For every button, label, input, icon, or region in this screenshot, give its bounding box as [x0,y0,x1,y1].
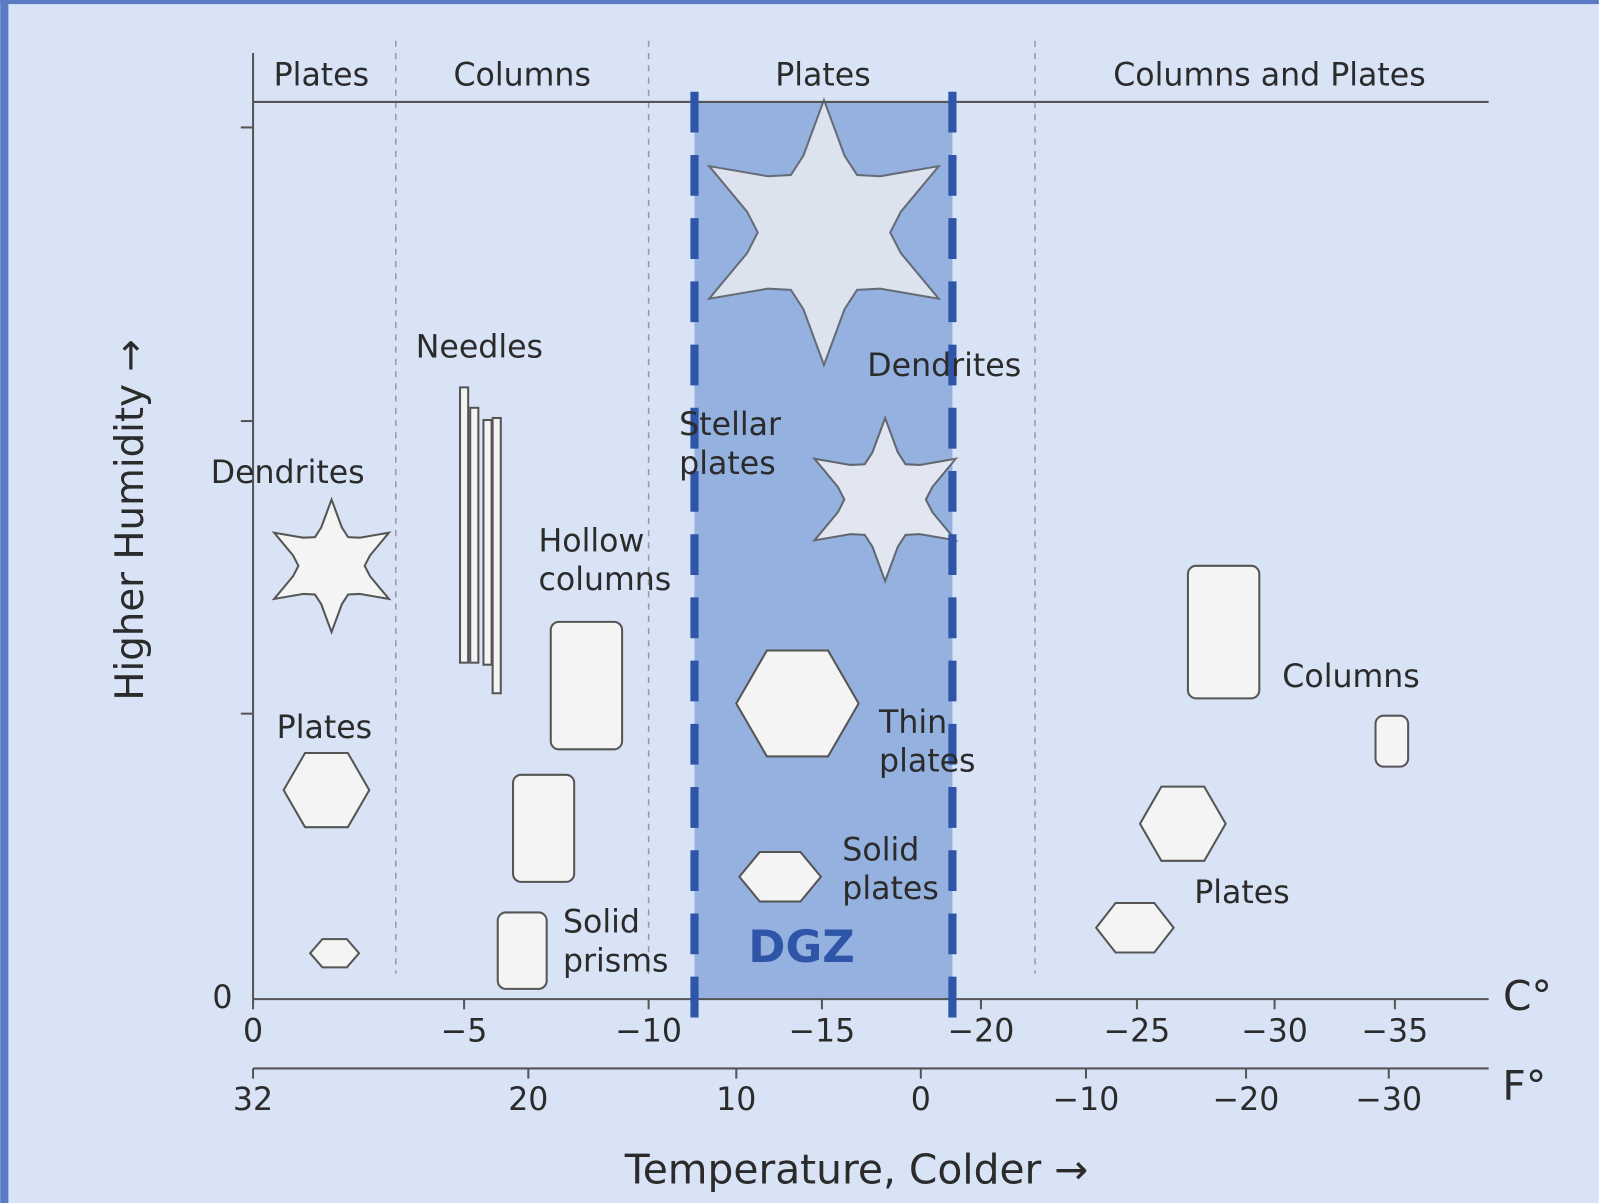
crystal-label: plates [679,446,775,482]
crystal-column [1186,564,1261,700]
fahrenheit-tick-label: −10 [1053,1082,1120,1118]
celsius-tick-label: −35 [1362,1014,1429,1050]
x-axis-label: Temperature, Colder → [624,1145,1089,1193]
crystal-plate [282,752,371,829]
fahrenheit-tick-label: 32 [233,1082,273,1118]
crystal-dendrite [271,496,392,636]
crystal-needle [469,406,480,664]
crystal-label: Dendrites [867,348,1021,384]
regime-label: Plates [775,57,870,93]
celsius-tick-label: 0 [243,1014,263,1050]
crystal-label: Plates [277,710,372,746]
dgz-label: DGZ [748,920,855,973]
fahrenheit-tick-label: 10 [716,1082,756,1118]
crystal-label: Needles [416,330,543,366]
crystal-plate [735,649,860,758]
celsius-tick-label: −10 [615,1014,682,1050]
celsius-tick-label: −25 [1104,1014,1171,1050]
regime-label: Columns and Plates [1113,57,1425,93]
crystal-needle [491,416,502,695]
fahrenheit-tick-label: 20 [508,1082,548,1118]
crystal-label: Hollow [539,523,645,559]
celsius-tick-label: −15 [789,1014,856,1050]
crystal-solid-plate [738,851,823,903]
crystal-needle [482,419,493,666]
fahrenheit-tick-label: −30 [1355,1082,1422,1118]
fahrenheit-tick-label: 0 [911,1082,931,1118]
crystal-dendrite [706,96,942,368]
crystal-label: columns [539,562,672,598]
celsius-tick-label: −30 [1241,1014,1308,1050]
crystal-label: Solid [842,832,919,868]
crystal-label: Plates [1194,875,1289,911]
celsius-tick-label: −20 [948,1014,1015,1050]
crystal-solid-plate [308,938,361,969]
crystal-label: Solid [563,905,640,941]
crystal-needle [458,386,470,664]
crystal-label: Thin [878,705,947,741]
crystal-column [549,620,624,751]
fahrenheit-tick-label: −20 [1213,1082,1280,1118]
crystal-solid-plate [1094,901,1175,954]
crystal-label: prisms [563,943,669,979]
fahrenheit-unit: F° [1502,1062,1546,1110]
frame-left [0,0,9,1203]
crystal-column [1374,714,1410,768]
crystal-label: plates [842,871,938,907]
celsius-unit: C° [1503,972,1552,1020]
crystal-stellar [811,415,959,585]
regime-label: Plates [274,57,369,93]
y-origin-label: 0 [212,980,232,1016]
frame-top [0,0,1599,5]
crystal-plate [1138,785,1227,862]
crystal-label: Stellar [679,407,781,443]
y-axis-label: Higher Humidity → [108,339,153,700]
crystal-label: Dendrites [211,455,365,491]
celsius-tick-label: −5 [441,1014,488,1050]
crystal-label: plates [879,744,975,780]
regime-label: Columns [453,57,590,93]
crystal-column [496,911,548,990]
crystal-label: Columns [1282,659,1419,695]
crystal-column [512,773,576,883]
